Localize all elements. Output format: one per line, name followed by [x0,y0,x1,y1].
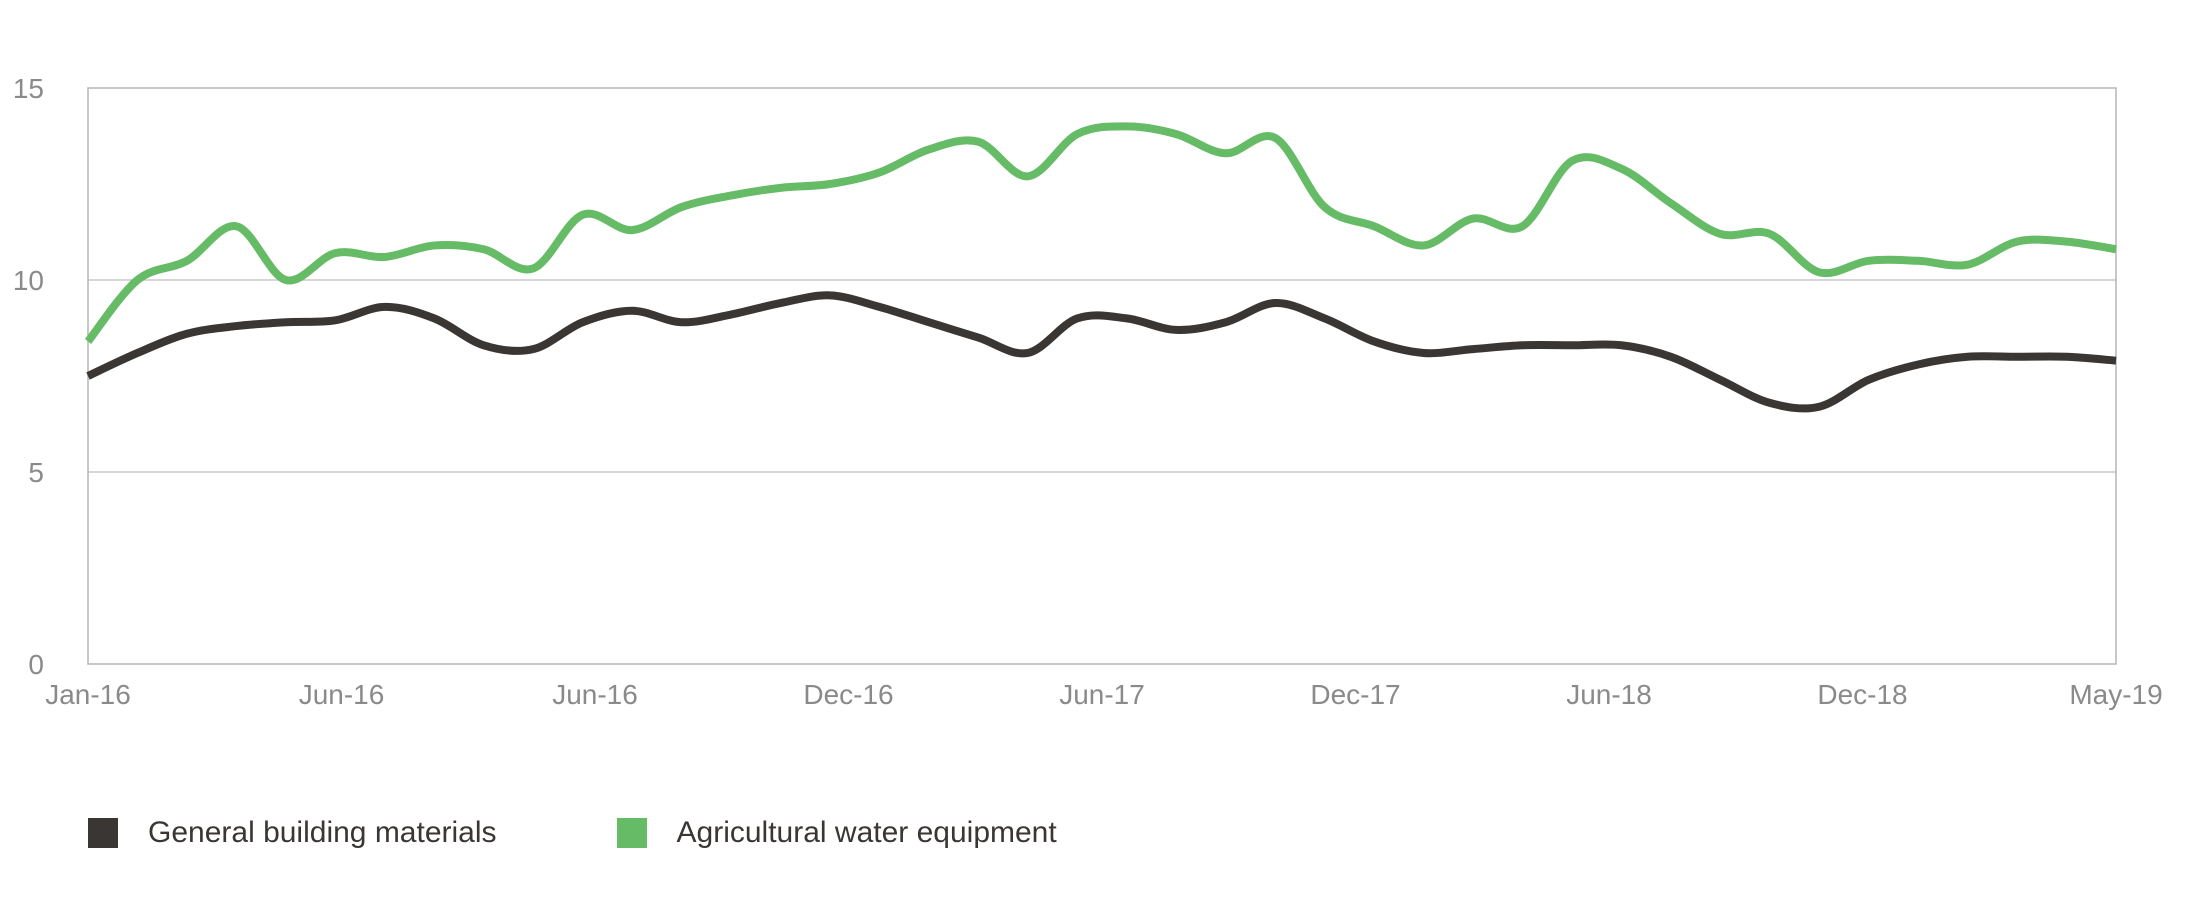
x-axis: Jan-16 Jun-16 Jun-16 Dec-16 Jun-17 Dec-17 Jun-… [45,679,2163,710]
x-tick-label: Jun-16 [299,679,385,710]
x-tick-label: Jun-16 [552,679,638,710]
series-line-agricultural-water-equipment [84,122,2117,344]
y-axis: 0 5 10 15 [13,73,44,680]
x-tick-label: Dec-17 [1310,679,1400,710]
x-tick-label: Jan-16 [45,679,131,710]
y-tick-label: 15 [13,73,44,104]
series-lines [84,122,2117,413]
legend-swatch-general-building-materials [88,818,118,848]
legend-label: Agricultural water equipment [676,816,1057,849]
x-tick-label: Jun-17 [1059,679,1145,710]
legend: General building materials Agricultural … [88,816,1057,850]
x-tick-label: Dec-18 [1817,679,1907,710]
plot-area-border [87,87,2117,665]
x-tick-label: Dec-16 [803,679,893,710]
y-tick-label: 5 [28,457,44,488]
y-tick-label: 0 [28,649,44,680]
x-tick-label: May-19 [2069,679,2162,710]
gridlines [88,279,2116,473]
legend-item-general-building-materials: General building materials [88,816,497,850]
legend-item-agricultural-water-equipment: Agricultural water equipment [616,816,1057,850]
x-tick-label: Jun-18 [1566,679,1652,710]
series-line-general-building-materials [86,291,2117,413]
y-tick-label: 10 [13,265,44,296]
legend-label: General building materials [148,816,497,849]
legend-swatch-agricultural-water-equipment [616,818,647,848]
